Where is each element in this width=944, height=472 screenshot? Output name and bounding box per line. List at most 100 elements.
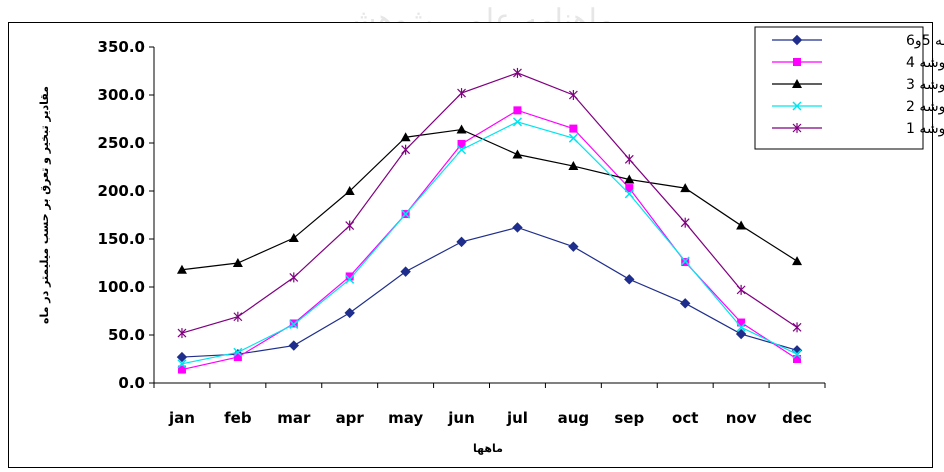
data-point bbox=[457, 145, 467, 155]
legend-marker bbox=[791, 34, 803, 46]
series-line bbox=[181, 72, 798, 334]
y-tick-label: 50.0 bbox=[108, 326, 145, 344]
data-point-stroke-b bbox=[233, 347, 243, 357]
data-point bbox=[177, 328, 187, 339]
data-point-stroke-b bbox=[345, 274, 355, 284]
data-point bbox=[288, 233, 299, 243]
data-point bbox=[288, 340, 299, 351]
data-point bbox=[736, 322, 746, 332]
data-point bbox=[793, 355, 802, 363]
data-point bbox=[456, 236, 467, 248]
data-point-stroke-b bbox=[512, 117, 522, 127]
data-point bbox=[289, 272, 299, 283]
data-point bbox=[233, 347, 243, 357]
series-line bbox=[181, 109, 798, 371]
data-point bbox=[289, 319, 299, 329]
data-point bbox=[624, 189, 634, 199]
data-point bbox=[680, 298, 691, 309]
x-tick-label: sep bbox=[614, 409, 644, 427]
data-point bbox=[680, 217, 690, 228]
legend-marker bbox=[792, 101, 802, 111]
legend-marker bbox=[792, 79, 802, 88]
data-point bbox=[569, 124, 578, 133]
data-point bbox=[233, 353, 242, 362]
y-tick-label: 350.0 bbox=[98, 38, 145, 56]
legend-item-3: خوشه 3 bbox=[772, 77, 944, 93]
data-point bbox=[400, 132, 411, 142]
y-axis-label: مقادیر تبخیر و تعرق بر حسب میلیمتر در ما… bbox=[38, 86, 51, 324]
data-point bbox=[344, 307, 355, 319]
data-point bbox=[680, 256, 690, 266]
series-layer bbox=[176, 67, 803, 374]
y-tick-label: 150.0 bbox=[98, 230, 145, 248]
legend-item-1: خوشه 5و6 bbox=[772, 33, 944, 49]
data-point-stroke-b bbox=[680, 256, 690, 266]
y-tick-label: 300.0 bbox=[98, 86, 145, 104]
series-5 bbox=[177, 67, 802, 339]
data-point bbox=[401, 144, 411, 155]
data-point bbox=[792, 322, 802, 333]
data-point-stroke-b bbox=[624, 189, 634, 199]
data-point bbox=[233, 311, 243, 322]
data-point bbox=[513, 106, 522, 115]
x-tick-label: jul bbox=[506, 409, 528, 427]
data-point bbox=[624, 154, 634, 165]
data-point bbox=[624, 174, 635, 184]
data-point bbox=[176, 351, 188, 363]
legend-marker-stroke-b bbox=[792, 101, 802, 111]
series-3 bbox=[176, 124, 803, 274]
data-point bbox=[513, 67, 522, 78]
data-point bbox=[177, 359, 187, 369]
legend-label: خوشه 1 bbox=[906, 121, 944, 137]
x-tick-label: mar bbox=[277, 409, 311, 427]
data-point bbox=[624, 274, 635, 285]
legend-item-4: خوشه 2 bbox=[772, 99, 944, 115]
y-tick-label: 0.0 bbox=[118, 374, 145, 392]
legend-label: خوشه 2 bbox=[906, 99, 944, 115]
y-tick-label: 250.0 bbox=[98, 134, 145, 152]
data-point bbox=[232, 258, 243, 267]
x-tick-label: nov bbox=[726, 409, 757, 427]
legend: خوشه 5و6 خوشه 4 خوشه 3 خوشه 2 خوشه 1 bbox=[754, 26, 944, 150]
data-point bbox=[512, 222, 523, 233]
series-line bbox=[181, 226, 798, 358]
data-point bbox=[568, 161, 579, 171]
data-point bbox=[345, 220, 355, 231]
legend-marker bbox=[793, 58, 801, 66]
data-point bbox=[512, 149, 523, 159]
data-point-stroke-b bbox=[401, 209, 411, 219]
data-point bbox=[736, 220, 747, 230]
data-point bbox=[457, 88, 466, 99]
series-2 bbox=[177, 106, 802, 374]
data-point bbox=[344, 186, 355, 195]
x-tick-label: apr bbox=[336, 409, 365, 427]
x-tick-label: dec bbox=[782, 409, 812, 427]
data-point bbox=[401, 209, 411, 219]
y-tick-label: 100.0 bbox=[98, 278, 145, 296]
legend-item-5: خوشه 1 bbox=[772, 121, 944, 137]
legend-label: خوشه 3 bbox=[906, 77, 944, 93]
data-point bbox=[457, 139, 466, 148]
axes: 0.0 50.0 100.0 150.0 200.0 250.0 300.0 350.0 jan… bbox=[98, 38, 826, 427]
x-tick-label: may bbox=[388, 409, 423, 427]
data-point bbox=[737, 318, 746, 327]
series-line bbox=[181, 128, 798, 271]
data-point bbox=[680, 183, 691, 193]
x-tick-label: feb bbox=[224, 409, 252, 427]
data-point bbox=[177, 365, 186, 374]
data-point bbox=[792, 349, 802, 359]
legend-item-2: خوشه 4 bbox=[772, 55, 944, 71]
series-1 bbox=[176, 222, 803, 363]
series-line bbox=[181, 121, 798, 365]
x-tick-label: jan bbox=[168, 409, 195, 427]
legend-box bbox=[754, 26, 924, 150]
data-point bbox=[735, 328, 747, 340]
data-point-stroke-b bbox=[289, 319, 299, 329]
data-point bbox=[792, 256, 803, 266]
data-point bbox=[568, 90, 578, 100]
data-point-stroke-b bbox=[457, 145, 467, 155]
data-point bbox=[345, 272, 354, 281]
data-point-stroke-b bbox=[792, 349, 802, 359]
data-point bbox=[568, 133, 578, 143]
x-axis-label: ماهها bbox=[473, 442, 503, 455]
